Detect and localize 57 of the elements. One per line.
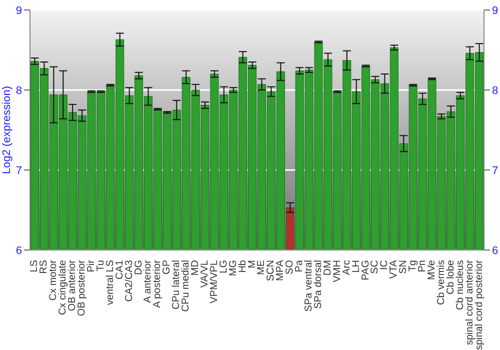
x-tick-label: SC: [370, 260, 381, 274]
x-tick-label: VMH: [332, 260, 343, 282]
x-tick-label: Pir: [86, 259, 97, 272]
y-tick-label: 8: [16, 84, 22, 97]
x-tick-label: Cb lobe: [445, 260, 456, 294]
x-tick-label: DG: [133, 260, 144, 275]
x-tick-label: Cb nucleus: [454, 260, 466, 310]
x-tick-label: Cb vermis: [436, 260, 447, 306]
x-tick-label: CA1: [114, 260, 126, 280]
x-tick-label: IC: [379, 260, 390, 270]
x-tick-label: RS: [38, 260, 50, 274]
x-tick-label: GP: [162, 260, 173, 274]
x-tick-label: CPu medial: [180, 260, 192, 312]
y-axis-title: Log2 (expression): [0, 86, 13, 174]
x-tick-label: Hb: [237, 260, 248, 273]
x-tick-label: Pa: [294, 260, 306, 272]
x-tick-label: spinal cord anterior: [464, 259, 476, 346]
x-tick-label: M: [246, 260, 258, 268]
y2-tick-label: 8: [492, 84, 498, 97]
x-tick-label: LG: [218, 260, 230, 274]
x-tick-label: SPa dorsal: [312, 260, 324, 309]
x-tick-label: VA/VL: [199, 260, 210, 288]
x-tick-label: ventral LS: [104, 260, 116, 306]
x-tick-label: SN: [398, 260, 410, 274]
x-tick-label: spinal cord posterior: [474, 259, 485, 350]
x-tick-label: MD: [190, 260, 202, 276]
x-tick-label: LS: [29, 260, 40, 272]
x-tick-label: CPu lateral: [171, 260, 182, 310]
x-tick-label: OB anterior: [67, 259, 78, 312]
y-tick-label: 9: [16, 4, 22, 17]
y2-tick-label: 7: [492, 164, 498, 177]
x-tick-label: Pn: [417, 260, 428, 272]
x-tick-label: MG: [228, 260, 239, 276]
x-tick-label: LH: [350, 260, 362, 273]
x-tick-label: A anterior: [142, 259, 154, 303]
x-tick-label: A posterior: [152, 259, 164, 308]
x-tick-label: Arc: [341, 260, 352, 275]
x-tick-label: Tu: [95, 260, 106, 272]
x-tick-label: Cx cingulate: [58, 260, 69, 316]
y2-tick-label: 9: [492, 4, 498, 17]
x-tick-label: Cx motor: [48, 259, 60, 301]
x-tick-label: MPA: [275, 260, 286, 281]
x-tick-label: DM: [322, 260, 334, 276]
x-tick-label: Tg: [408, 260, 419, 272]
x-tick-label: VPM/VPL: [208, 260, 220, 304]
x-tick-label: ME: [256, 260, 268, 275]
y2-tick-label: 6: [492, 244, 498, 257]
x-tick-label: MVe: [426, 260, 438, 280]
x-tick-label: OB posterior: [76, 259, 88, 316]
x-tick-label: SCN: [266, 260, 277, 282]
x-tick-label: SPa ventral: [304, 260, 315, 312]
y-tick-label: 7: [16, 164, 22, 177]
x-tick-label: VTA: [388, 260, 400, 279]
x-tick-label: PAG: [360, 260, 372, 280]
x-tick-label: CA2/CA3: [124, 260, 135, 302]
x-tick-label: SO: [284, 260, 296, 274]
y-tick-label: 6: [16, 244, 22, 257]
